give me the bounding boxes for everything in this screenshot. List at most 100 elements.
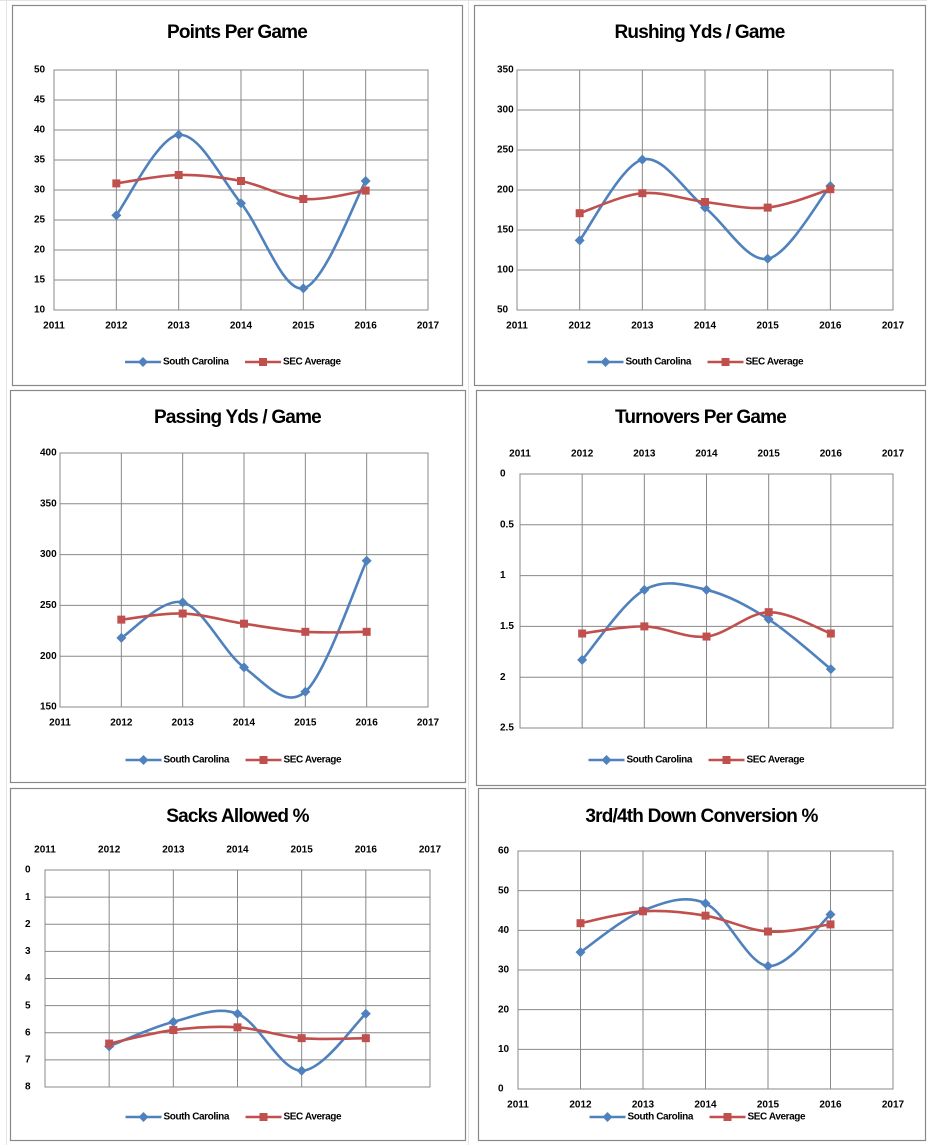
marker <box>361 555 372 566</box>
legend-label: South Carolina <box>164 1112 230 1123</box>
x-tick-label: 2013 <box>168 321 191 332</box>
x-tick-label: 2012 <box>569 1100 592 1111</box>
y-tick-label: 45 <box>34 95 46 106</box>
legend-label: South Carolina <box>628 1112 694 1123</box>
chart-panel: Points Per Game 10 15 20 25 30 35 40 45 50 2011 201… <box>11 4 464 387</box>
y-tick-label: 50 <box>498 885 510 896</box>
x-tick-label: 2014 <box>694 1100 717 1111</box>
x-tick-label: 2011 <box>507 1100 529 1111</box>
y-tick-label: 60 <box>498 846 510 857</box>
y-tick-label: 6 <box>25 1027 31 1038</box>
x-tick-label: 2012 <box>569 321 592 332</box>
marker <box>174 171 183 179</box>
x-tick-label: 2016 <box>820 449 843 460</box>
legend-marker <box>259 756 268 764</box>
marker <box>577 654 588 665</box>
y-tick-label: 25 <box>34 215 46 226</box>
marker <box>638 189 647 198</box>
marker <box>236 198 246 209</box>
x-tick-label: 2016 <box>355 321 378 332</box>
x-tick-label: 2011 <box>43 321 65 332</box>
marker <box>826 629 835 638</box>
y-tick-label: 20 <box>498 1004 510 1015</box>
x-tick-label: 2016 <box>356 718 379 729</box>
marker <box>702 632 711 641</box>
marker <box>111 210 122 221</box>
legend-marker <box>259 358 267 366</box>
x-tick-label: 2016 <box>355 845 378 856</box>
x-tick-label: 2017 <box>882 449 905 460</box>
y-tick-label: 35 <box>34 155 46 166</box>
legend-label: SEC Average <box>284 755 343 766</box>
x-tick-label: 2014 <box>233 718 256 729</box>
panel-frame <box>11 4 464 387</box>
y-tick-label: 0 <box>500 469 506 480</box>
y-tick-label: 0 <box>498 1084 504 1095</box>
y-tick-label: 400 <box>40 448 57 459</box>
marker <box>574 235 585 246</box>
x-tick-label: 2012 <box>98 845 121 856</box>
marker <box>762 253 773 264</box>
x-tick-label: 2011 <box>509 449 531 460</box>
y-tick-label: 0 <box>25 865 31 876</box>
x-tick-label: 2011 <box>49 718 71 729</box>
legend-label: SEC Average <box>748 1112 807 1123</box>
x-tick-label: 2017 <box>882 1100 905 1111</box>
legend-marker <box>601 755 612 765</box>
chart-panel: 3rd/4th Down Conversion % 0 10 20 30 40 50 60 20… <box>477 787 927 1142</box>
y-tick-label: 150 <box>40 702 57 713</box>
series-line <box>120 560 368 699</box>
chart-title: Rushing Yds / Game <box>614 22 784 43</box>
panel-frame <box>473 4 927 387</box>
marker <box>578 629 587 638</box>
legend-marker <box>600 357 611 367</box>
y-tick-label: 10 <box>498 1044 510 1055</box>
y-tick-label: 50 <box>34 65 46 76</box>
marker <box>169 1026 178 1035</box>
marker <box>300 686 311 697</box>
y-tick-label: 5 <box>25 1000 31 1011</box>
marker <box>233 1023 242 1032</box>
marker <box>362 627 371 636</box>
y-tick-label: 10 <box>34 305 46 316</box>
chart-panel: Rushing Yds / Game 50 100 150 200 250 300 350 20… <box>473 4 927 387</box>
marker <box>826 920 835 929</box>
marker <box>701 584 712 595</box>
legend-marker <box>138 357 148 367</box>
x-tick-label: 2016 <box>819 1100 842 1111</box>
x-tick-label: 2013 <box>162 845 185 856</box>
x-tick-label: 2013 <box>632 1100 655 1111</box>
x-tick-label: 2017 <box>417 321 440 332</box>
x-tick-label: 2013 <box>633 449 656 460</box>
legend-label: SEC Average <box>747 755 806 766</box>
legend-marker <box>602 1112 613 1122</box>
marker <box>178 609 187 618</box>
x-tick-label: 2014 <box>230 321 253 332</box>
plot-frame <box>519 473 894 729</box>
legend-marker <box>723 1113 732 1121</box>
y-tick-label: 200 <box>497 185 514 196</box>
panel-frame <box>9 389 467 784</box>
panel-frame <box>477 787 927 1142</box>
marker <box>640 622 649 631</box>
marker <box>764 927 772 936</box>
x-tick-label: 2014 <box>694 321 717 332</box>
marker <box>232 1008 243 1019</box>
y-tick-label: 20 <box>34 245 46 256</box>
marker <box>825 909 836 920</box>
marker <box>361 186 370 195</box>
chart-panel: Passing Yds / Game 150 200 250 300 350 400 2011… <box>9 389 467 784</box>
x-tick-label: 2012 <box>105 321 128 332</box>
y-tick-label: 2 <box>25 919 31 930</box>
marker <box>117 615 126 624</box>
y-tick-label: 2.5 <box>500 723 514 734</box>
x-tick-label: 2013 <box>172 718 195 729</box>
marker <box>237 177 245 185</box>
y-tick-label: 7 <box>25 1055 31 1066</box>
x-tick-label: 2011 <box>506 321 528 332</box>
y-tick-label: 40 <box>498 925 510 936</box>
marker <box>239 662 249 673</box>
marker <box>297 1034 306 1043</box>
marker <box>240 619 248 628</box>
plot-frame <box>517 850 894 1090</box>
